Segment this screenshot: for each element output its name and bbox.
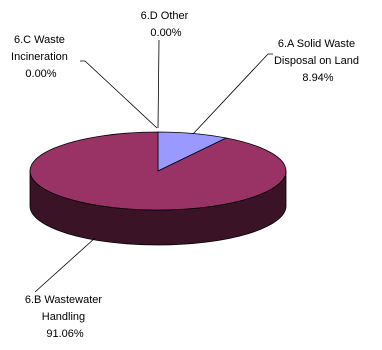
leader-lines bbox=[34, 39, 273, 293]
leader-6a bbox=[192, 53, 273, 135]
pie-slice-1 bbox=[29, 131, 287, 211]
label-6a-line3: 8.94% bbox=[302, 72, 333, 84]
label-6a-line1: 6.A Solid Waste bbox=[278, 38, 355, 50]
pie-layer bbox=[29, 131, 287, 246]
leader-6c bbox=[80, 60, 158, 129]
label-6d-line2: 0.00% bbox=[150, 27, 181, 39]
label-6b-wastewater-handling: 6.B Wastewater Handling 91.06% bbox=[25, 294, 105, 340]
label-6c-line3: 0.00% bbox=[25, 68, 56, 80]
leader-6b bbox=[34, 237, 96, 293]
label-6b-line1: 6.B Wastewater bbox=[25, 294, 103, 306]
label-6d-other: 6.D Other 0.00% bbox=[141, 10, 192, 39]
label-6c-waste-incineration: 6.C Waste Incineration 0.00% bbox=[11, 34, 71, 80]
label-6a-line2: Disposal on Land bbox=[274, 55, 359, 67]
label-6b-line3: 91.06% bbox=[46, 328, 84, 340]
label-6a-solid-waste: 6.A Solid Waste Disposal on Land 8.94% bbox=[274, 38, 362, 84]
label-6c-line2: Incineration bbox=[11, 51, 68, 63]
leader-6d bbox=[157, 39, 160, 129]
label-6d-line1: 6.D Other bbox=[141, 10, 189, 22]
label-6b-line2: Handling bbox=[42, 311, 85, 323]
label-6c-line1: 6.C Waste bbox=[14, 34, 65, 46]
